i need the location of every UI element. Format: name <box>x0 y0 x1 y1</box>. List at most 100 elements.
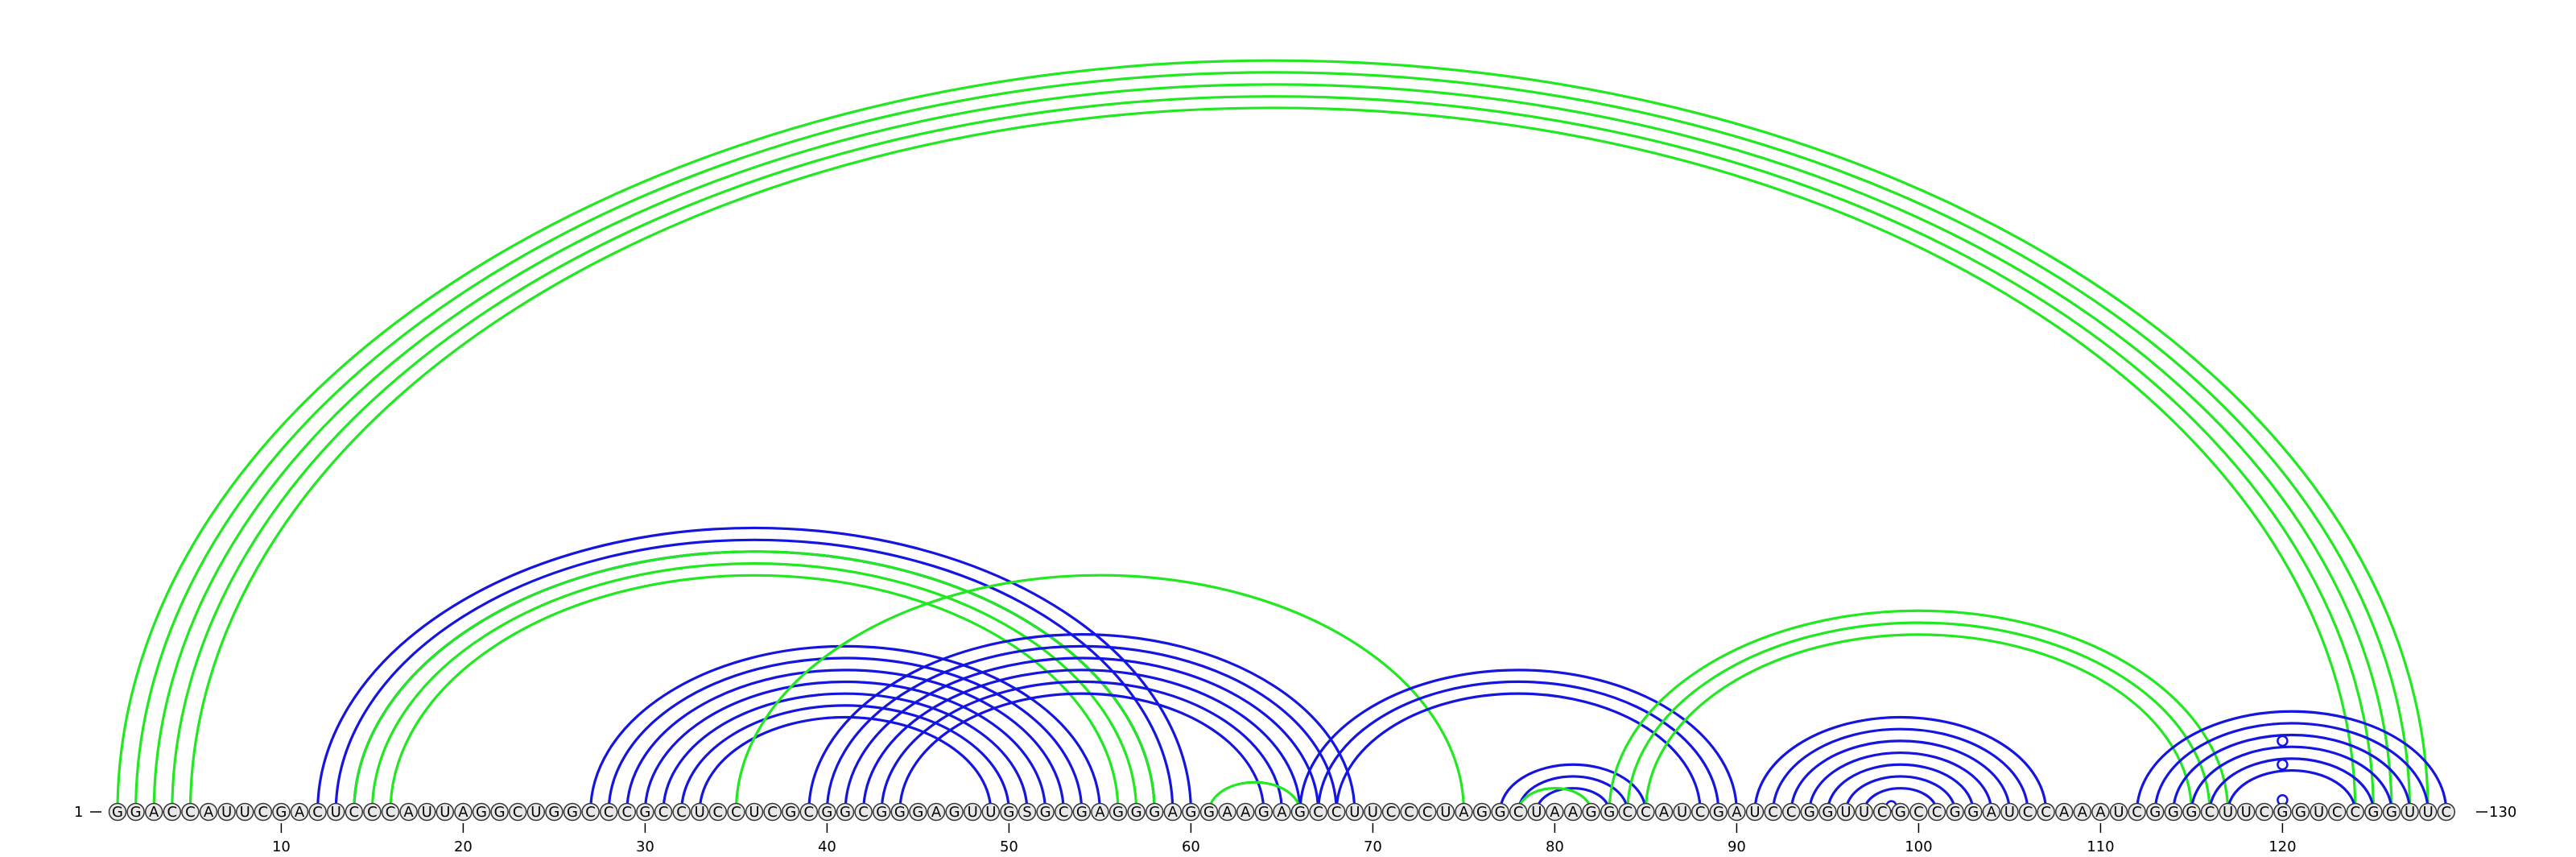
nucleotide-circle <box>2109 802 2128 822</box>
nucleotide-circle <box>326 802 345 822</box>
nucleotide-circle <box>454 802 473 822</box>
nucleotide-circle <box>1709 802 1728 822</box>
nucleotide-letter: U <box>530 804 541 821</box>
nucleotide: G <box>1127 802 1146 822</box>
nucleotide: C <box>1690 802 1710 822</box>
nucleotide-circle <box>1946 802 1964 822</box>
nucleotide: U <box>1745 802 1765 822</box>
nucleotide-letter: C <box>386 804 396 821</box>
nucleotide-letter: S <box>1022 804 1031 821</box>
nucleotide-letter: A <box>1095 804 1105 821</box>
nucleotide: U <box>690 802 709 822</box>
nucleotide: C <box>1509 802 1528 822</box>
nucleotide-circle <box>1436 802 1455 822</box>
nucleotide-letter: G <box>912 804 923 821</box>
nucleotide-circle <box>363 802 382 822</box>
nucleotide-letter: G <box>1895 804 1906 821</box>
nucleotide-letter: U <box>221 804 232 821</box>
nucleotide-circle <box>599 802 618 822</box>
nucleotide: C <box>2037 802 2055 822</box>
nucleotide: A <box>2073 802 2092 822</box>
nucleotide-letter: U <box>749 804 759 821</box>
nucleotide-letter: G <box>1476 804 1488 821</box>
nucleotide-letter: U <box>2004 804 2015 821</box>
nucleotide: G <box>1491 802 1509 822</box>
nucleotide-letter: G <box>1149 804 1160 821</box>
nucleotide-circle <box>2219 802 2237 822</box>
tick-label: 50 <box>1000 838 1018 855</box>
nucleotide: C <box>363 802 382 822</box>
nucleotide-letter: U <box>240 804 250 821</box>
nucleotide: C <box>163 802 182 822</box>
nucleotide-circle <box>1654 802 1674 822</box>
nucleotide-letter: A <box>1277 804 1287 821</box>
nucleotide: A <box>1546 802 1564 822</box>
nucleotide-letter: G <box>494 804 506 821</box>
nucleotide-letter: G <box>2295 804 2306 821</box>
nucleotide: C <box>308 802 327 822</box>
nucleotide-letter: C <box>2260 804 2270 821</box>
nucleotide-letter: C <box>1422 804 1433 821</box>
nucleotide-circle <box>1527 802 1546 822</box>
nucleotide-circle <box>2327 802 2347 822</box>
nucleotide: G <box>108 802 127 822</box>
nucleotide-letter: C <box>2205 804 2215 821</box>
nucleotide-circle <box>563 802 582 822</box>
green-pair-arc <box>152 83 2393 814</box>
nucleotide-letter: A <box>1550 804 1560 821</box>
nucleotide-circle <box>1091 802 1109 822</box>
nucleotide: U <box>2000 802 2019 822</box>
nucleotide-circle <box>836 802 855 822</box>
nucleotide: G <box>472 802 491 822</box>
nucleotide-circle <box>927 802 946 822</box>
nucleotide-letter: C <box>804 804 815 821</box>
nucleotide-circle <box>1728 802 1746 822</box>
nucleotide: U <box>1345 802 1364 822</box>
blue-pair-arc <box>2190 745 2393 814</box>
nucleotide-letter: C <box>1913 804 1924 821</box>
nucleotide: C <box>672 802 691 822</box>
nucleotide: G <box>1818 802 1837 822</box>
nucleotide: U <box>235 802 254 822</box>
nucleotide-letter: G <box>2149 804 2161 821</box>
nucleotide-circle <box>163 802 182 822</box>
nucleotide-letter: C <box>1877 804 1888 821</box>
nucleotide: C <box>1637 802 1655 822</box>
nucleotide: G <box>2364 802 2383 822</box>
nucleotide-circle <box>1018 802 1037 822</box>
nucleotide: A <box>1273 802 1291 822</box>
nucleotide-letter: G <box>1076 804 1088 821</box>
nucleotide-circle <box>2054 802 2074 822</box>
nucleotide-letter: U <box>985 804 996 821</box>
nucleotide-letter: G <box>1822 804 1833 821</box>
nucleotide-circle <box>1891 802 1910 822</box>
nucleotide: C <box>763 802 782 822</box>
nucleotide-circle <box>2091 802 2110 822</box>
nucleotide: U <box>417 802 436 822</box>
nucleotide-letter: G <box>1713 804 1724 821</box>
nucleotide: U <box>745 802 764 822</box>
nucleotide: C <box>799 802 819 822</box>
nucleotide-circle <box>690 802 709 822</box>
nucleotide-circle <box>981 802 1001 822</box>
nucleotide: C <box>1381 802 1401 822</box>
nucleotide: G <box>1709 802 1728 822</box>
nucleotide-circle <box>654 802 673 822</box>
nucleotide: A <box>290 802 309 822</box>
nucleotide-circle <box>799 802 819 822</box>
nucleotide-circle <box>1764 802 1782 822</box>
nucleotide-circle <box>199 802 218 822</box>
nucleotide: C <box>1327 802 1346 822</box>
blue-pair-arc <box>1298 669 1738 814</box>
nucleotide-circle <box>272 802 291 822</box>
nucleotide-letter: A <box>458 804 469 821</box>
nucleotide-circle <box>672 802 691 822</box>
nucleotide-letter: A <box>1459 804 1469 821</box>
nucleotide-circle <box>1963 802 1983 822</box>
blue-pair-arc <box>2208 757 2375 814</box>
nucleotide: G <box>2145 802 2165 822</box>
end-label: 130 <box>2489 804 2516 821</box>
nucleotide: U <box>1836 802 1856 822</box>
nucleotide-circle <box>1163 802 1183 822</box>
